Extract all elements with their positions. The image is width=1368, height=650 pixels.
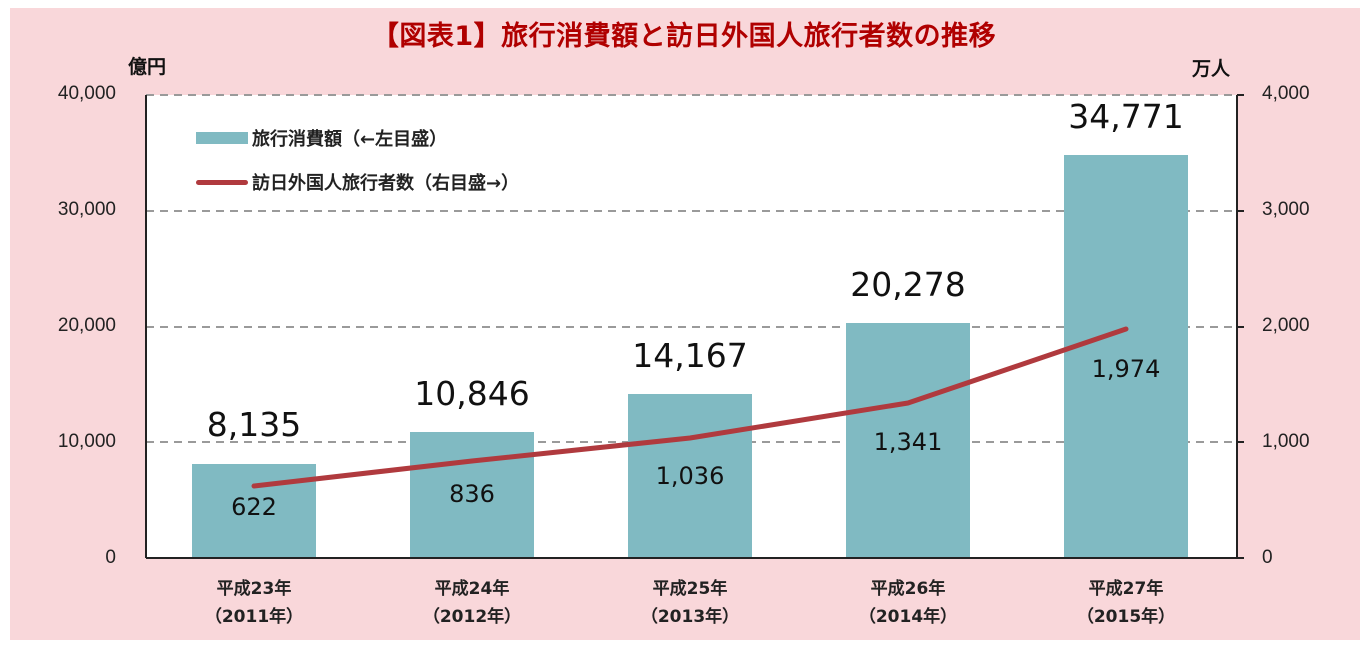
- legend: 旅行消費額（←左目盛） 訪日外国人旅行者数（右目盛→）: [196, 116, 519, 204]
- right-axis-unit: 万人: [1192, 58, 1231, 80]
- bar-swatch-icon: [196, 132, 248, 144]
- line-label-2011: 622: [231, 493, 277, 521]
- legend-item-line: 訪日外国人旅行者数（右目盛→）: [196, 160, 519, 204]
- bar-label-2014: 20,278: [850, 265, 966, 304]
- right-tick-0: 0: [1262, 547, 1273, 568]
- bar-label-2011: 8,135: [206, 405, 302, 444]
- left-axis-unit: 億円: [128, 56, 167, 78]
- x-label-2012: 平成24年 （2012年）: [422, 579, 522, 627]
- line-label-2014: 1,341: [873, 428, 943, 456]
- legend-bar-label: 旅行消費額（←左目盛）: [252, 129, 448, 150]
- bar-series: [192, 155, 1188, 558]
- line-label-2012: 836: [449, 480, 495, 508]
- left-tick-30000: 30,000: [57, 199, 116, 220]
- line-label-2013: 1,036: [655, 462, 725, 490]
- left-tick-0: 0: [105, 547, 116, 568]
- left-tick-20000: 20,000: [57, 315, 116, 336]
- bar-label-2012: 10,846: [414, 374, 530, 413]
- left-tick-10000: 10,000: [57, 431, 116, 452]
- right-tick-4000: 4,000: [1262, 83, 1310, 104]
- line-swatch-icon: [196, 179, 248, 185]
- right-tick-1000: 1,000: [1262, 431, 1310, 452]
- x-label-2013: 平成25年 （2013年）: [640, 579, 740, 627]
- x-label-2014: 平成26年 （2014年）: [858, 579, 958, 627]
- left-tick-40000: 40,000: [57, 83, 116, 104]
- bar-2012: [410, 432, 534, 558]
- x-label-2011: 平成23年 （2011年）: [204, 579, 304, 627]
- bar-label-2013: 14,167: [632, 336, 748, 375]
- line-series: [251, 326, 1129, 489]
- x-label-2015: 平成27年 （2015年）: [1076, 579, 1176, 627]
- right-tick-2000: 2,000: [1262, 315, 1310, 336]
- bar-2014: [846, 323, 970, 558]
- chart-title: 【図表1】旅行消費額と訪日外国人旅行者数の推移: [371, 21, 997, 52]
- bar-label-2015: 34,771: [1068, 97, 1184, 136]
- bar-2013: [628, 394, 752, 558]
- legend-item-bar: 旅行消費額（←左目盛）: [196, 116, 519, 160]
- right-tick-3000: 3,000: [1262, 199, 1310, 220]
- right-axis-ticks: [1237, 94, 1244, 559]
- legend-line-label: 訪日外国人旅行者数（右目盛→）: [252, 173, 520, 194]
- line-label-2015: 1,974: [1091, 355, 1161, 383]
- bar-2015: [1064, 155, 1188, 558]
